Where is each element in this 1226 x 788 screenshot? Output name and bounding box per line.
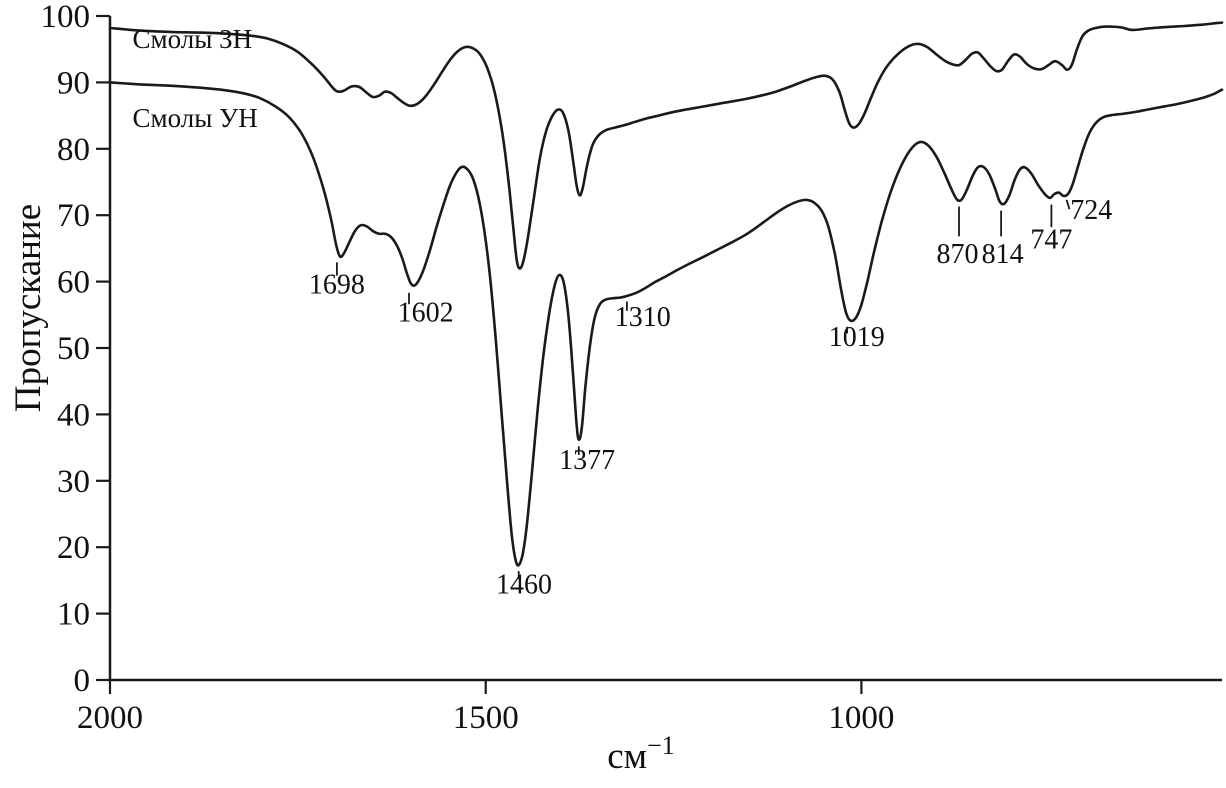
x-tick-label: 1000: [828, 700, 894, 736]
peak-label: 1698: [309, 270, 365, 301]
y-tick-label: 70: [57, 198, 90, 234]
x-tick-label: 2000: [77, 700, 143, 736]
x-axis-title: см−1: [607, 731, 675, 777]
peak-label: 1310: [615, 302, 671, 333]
peak-label: 1602: [398, 297, 454, 328]
y-tick-label: 100: [41, 0, 91, 35]
peak-label: 1377: [559, 445, 615, 476]
series-label: Смолы ЗН: [133, 24, 253, 54]
y-tick-label: 50: [57, 331, 90, 367]
y-tick-label: 60: [57, 265, 90, 301]
peak-label: 724: [1070, 195, 1112, 226]
peak-label: 870: [937, 239, 979, 270]
peak-label: 747: [1030, 224, 1072, 255]
peak-leader-line: [1065, 199, 1071, 210]
y-tick-label: 90: [57, 65, 90, 101]
peak-label: 1460: [496, 570, 552, 601]
x-tick-label: 1500: [453, 700, 519, 736]
spectrum-curve-2: [108, 81, 1224, 567]
y-tick-label: 30: [57, 464, 90, 500]
y-tick-label: 0: [74, 663, 91, 699]
y-tick-label: 10: [57, 597, 90, 633]
peak-label: 814: [982, 239, 1024, 270]
axes: [108, 16, 1222, 682]
y-tick-label: 20: [57, 530, 90, 566]
y-tick-label: 80: [57, 132, 90, 168]
series-label: Смолы УН: [133, 103, 258, 133]
y-tick-label: 40: [57, 397, 90, 433]
spectrum-curve-1: [108, 21, 1224, 270]
y-axis-title: Пропускание: [8, 204, 49, 412]
peak-label: 1019: [829, 322, 885, 353]
